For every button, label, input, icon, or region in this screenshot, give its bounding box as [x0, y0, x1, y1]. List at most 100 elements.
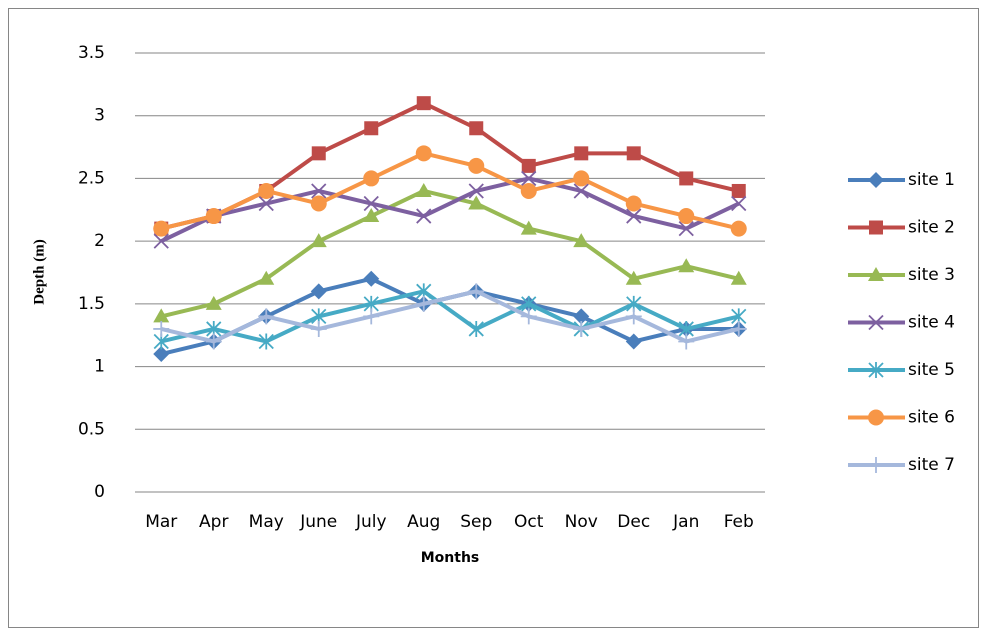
legend-label: site 4: [908, 313, 955, 333]
legend-label: site 6: [908, 408, 955, 428]
x-tick-label: Mar: [145, 512, 177, 532]
marker: [520, 308, 537, 325]
chart-border: [8, 8, 979, 628]
marker: [678, 220, 694, 237]
marker: [468, 283, 485, 300]
marker: [153, 320, 170, 337]
marker: [258, 333, 274, 350]
x-tick-label: Dec: [617, 512, 650, 532]
legend-marker: [868, 172, 884, 188]
marker: [626, 208, 642, 224]
marker: [364, 121, 379, 136]
y-tick-label: 2: [94, 231, 105, 251]
x-tick-label: Sep: [460, 512, 492, 532]
series-line: [160, 188, 740, 319]
marker: [363, 208, 380, 223]
marker: [416, 208, 432, 224]
legend-label: site 7: [908, 455, 955, 475]
marker: [468, 157, 485, 174]
marker: [205, 208, 222, 225]
x-tick-label: Oct: [514, 512, 544, 532]
series-line: [160, 289, 740, 344]
series-line: [160, 289, 740, 344]
series-line: [160, 176, 740, 243]
marker: [363, 270, 380, 287]
legend-marker: [868, 409, 884, 426]
marker: [205, 295, 222, 310]
marker: [678, 333, 695, 350]
y-axis-label: Depth (m): [31, 239, 47, 304]
marker: [730, 220, 747, 237]
marker: [573, 233, 590, 248]
legend-marker: [868, 362, 884, 378]
marker: [626, 146, 641, 161]
marker: [678, 208, 695, 225]
marker: [625, 333, 642, 350]
x-tick-label: June: [299, 512, 337, 532]
marker: [625, 195, 642, 212]
legend-label: site 2: [908, 218, 955, 238]
x-tick-label: Jan: [672, 512, 699, 532]
marker: [731, 195, 747, 212]
marker: [415, 295, 432, 312]
marker: [258, 308, 275, 325]
marker: [310, 283, 327, 300]
marker: [153, 308, 170, 323]
marker: [468, 320, 484, 337]
y-tick-label: 1.5: [78, 294, 105, 314]
marker: [310, 233, 327, 248]
marker: [573, 183, 589, 199]
marker: [573, 320, 590, 337]
x-axis-label: Months: [421, 550, 480, 566]
y-tick-label: 3: [94, 106, 105, 126]
marker: [311, 183, 327, 199]
marker: [311, 146, 326, 161]
y-tick-label: 0.5: [78, 419, 105, 439]
marker: [730, 320, 747, 337]
marker: [468, 195, 485, 210]
legend-marker: [869, 220, 883, 235]
x-tick-label: Nov: [565, 512, 598, 532]
y-tick-label: 1: [94, 357, 105, 377]
marker: [574, 146, 589, 161]
marker: [469, 121, 484, 136]
marker: [573, 170, 590, 187]
marker: [258, 195, 274, 212]
legend-label: site 1: [908, 170, 955, 190]
marker: [363, 308, 380, 325]
marker: [258, 270, 275, 285]
legend-marker: [868, 314, 884, 331]
marker: [416, 96, 431, 111]
marker: [520, 220, 537, 235]
x-tick-label: July: [355, 512, 387, 532]
marker: [679, 171, 694, 186]
x-tick-label: Feb: [724, 512, 754, 532]
marker: [153, 220, 170, 237]
marker: [258, 182, 275, 199]
x-tick-label: May: [249, 512, 284, 532]
series-line: [160, 151, 740, 231]
y-tick-label: 2.5: [78, 168, 105, 188]
marker: [521, 158, 536, 173]
legend-marker: [868, 267, 884, 281]
marker: [625, 308, 642, 325]
marker: [205, 333, 222, 350]
marker: [573, 308, 590, 325]
marker: [363, 195, 379, 212]
x-tick-label: Apr: [199, 512, 228, 532]
marker: [363, 170, 380, 187]
marker: [730, 270, 747, 285]
x-tick-label: Aug: [407, 512, 440, 532]
marker: [678, 258, 695, 273]
marker: [468, 183, 484, 199]
legend-marker: [868, 457, 884, 473]
marker: [731, 183, 746, 198]
legend-label: site 3: [908, 265, 955, 285]
marker: [310, 195, 327, 212]
marker: [625, 270, 642, 285]
marker: [415, 182, 432, 197]
marker: [153, 233, 169, 249]
marker: [520, 182, 537, 199]
marker: [310, 320, 327, 337]
